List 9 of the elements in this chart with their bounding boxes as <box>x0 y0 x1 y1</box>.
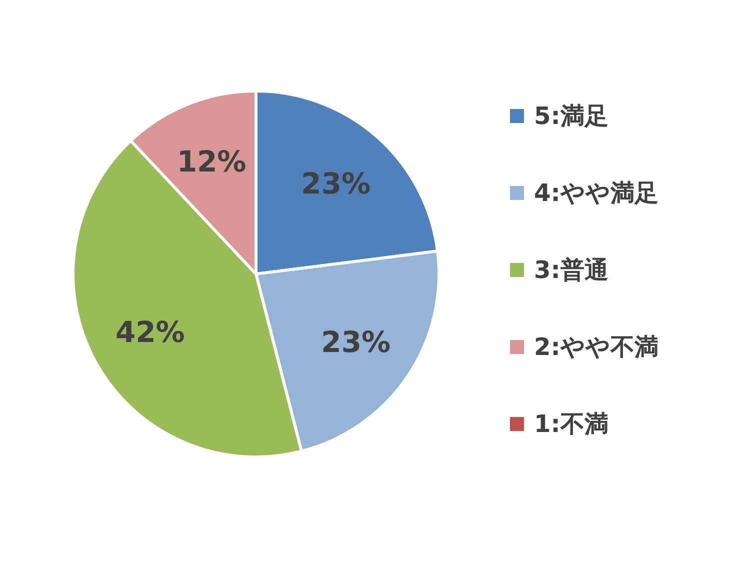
legend-label: 5:満足 <box>534 102 608 130</box>
data-label: 23% <box>301 166 371 200</box>
data-label: 12% <box>176 144 246 179</box>
legend-label: 2:やや不満 <box>534 333 658 361</box>
data-label: 23% <box>321 324 391 359</box>
legend-label: 1:不満 <box>534 410 608 438</box>
legend-label: 3:普通 <box>534 256 608 284</box>
data-label: 42% <box>115 315 185 350</box>
legend-label: 4:やや満足 <box>534 179 658 207</box>
